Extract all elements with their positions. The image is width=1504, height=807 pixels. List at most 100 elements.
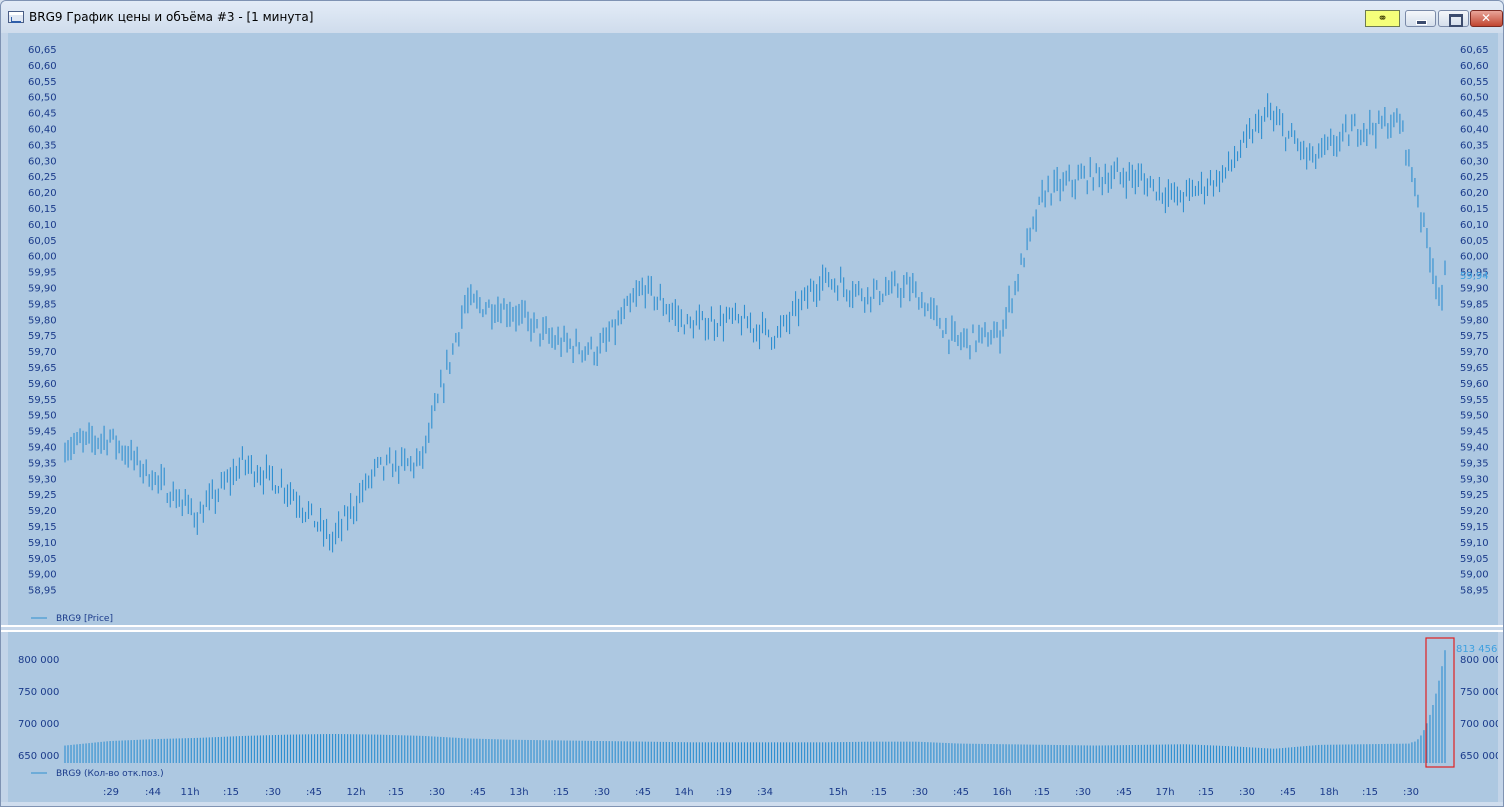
volume-tick-label-left: 700 000: [18, 719, 59, 730]
price-tick-label-left: 60,10: [28, 220, 57, 231]
time-axis-label: :45: [1280, 787, 1296, 798]
price-tick-label-left: 59,90: [28, 284, 57, 295]
price-tick-label-right: 59,60: [1460, 379, 1489, 390]
price-last-value: 59,94: [1460, 271, 1489, 282]
pane-splitter[interactable]: [1, 625, 1503, 632]
time-axis-label: :45: [635, 787, 651, 798]
price-tick-label-left: 59,00: [28, 570, 57, 581]
price-tick-label-right: 59,10: [1460, 538, 1489, 549]
time-axis-label: :29: [103, 787, 119, 798]
price-tick-label-left: 60,20: [28, 188, 57, 199]
price-tick-label-left: 59,10: [28, 538, 57, 549]
volume-tick-label-left: 650 000: [18, 751, 59, 762]
price-tick-label-right: 60,10: [1460, 220, 1489, 231]
price-tick-label-left: 59,75: [28, 331, 57, 342]
price-tick-label-left: 59,15: [28, 522, 57, 533]
time-axis-label: :15: [1362, 787, 1378, 798]
time-axis-label: 16h: [992, 787, 1011, 798]
chain-link-icon[interactable]: ⚭: [1365, 10, 1400, 27]
price-tick-label-right: 59,80: [1460, 315, 1489, 326]
price-tick-label-right: 59,55: [1460, 395, 1489, 406]
time-axis-label: :15: [388, 787, 404, 798]
time-axis-label: :15: [553, 787, 569, 798]
time-axis-label: :15: [223, 787, 239, 798]
price-tick-label-right: 59,35: [1460, 458, 1489, 469]
price-tick-label-right: 60,50: [1460, 93, 1489, 104]
price-tick-label-left: 59,45: [28, 427, 57, 438]
time-axis-label: 17h: [1155, 787, 1174, 798]
maximize-button[interactable]: [1438, 10, 1469, 27]
time-axis-label: :45: [953, 787, 969, 798]
time-axis-label: :30: [1403, 787, 1419, 798]
price-tick-label-right: 60,05: [1460, 236, 1489, 247]
volume-tick-label-left: 800 000: [18, 655, 59, 666]
price-tick-label-right: 59,75: [1460, 331, 1489, 342]
volume-tick-label-right: 650 000: [1460, 751, 1498, 762]
price-tick-label-right: 60,20: [1460, 188, 1489, 199]
price-tick-label-right: 59,50: [1460, 411, 1489, 422]
time-axis-label: :19: [716, 787, 732, 798]
time-axis-label: :15: [1198, 787, 1214, 798]
price-tick-label-right: 58,95: [1460, 586, 1489, 597]
time-axis-label: 13h: [509, 787, 528, 798]
price-tick-label-left: 59,05: [28, 554, 57, 565]
price-tick-label-right: 59,00: [1460, 570, 1489, 581]
price-tick-label-right: 59,30: [1460, 474, 1489, 485]
time-axis-label: :34: [757, 787, 773, 798]
time-axis-label: :15: [1034, 787, 1050, 798]
price-tick-label-right: 60,55: [1460, 77, 1489, 88]
price-tick-label-right: 60,40: [1460, 125, 1489, 136]
price-tick-label-left: 59,25: [28, 490, 57, 501]
price-tick-label-left: 59,95: [28, 268, 57, 279]
price-tick-label-left: 59,35: [28, 458, 57, 469]
price-tick-label-right: 59,90: [1460, 284, 1489, 295]
price-tick-label-right: 60,30: [1460, 156, 1489, 167]
volume-highlight-box: [1425, 637, 1455, 768]
price-tick-label-left: 60,60: [28, 61, 57, 72]
price-tick-label-left: 60,15: [28, 204, 57, 215]
price-tick-label-left: 59,40: [28, 443, 57, 454]
price-tick-label-left: 60,25: [28, 172, 57, 183]
price-tick-label-right: 60,65: [1460, 45, 1489, 56]
price-chart-pane[interactable]: 60,65 60,60 60,55 60,50 60,45 60,40 60,35 60,30…: [8, 33, 1498, 625]
title-bar[interactable]: BRG9 График цены и объёма #3 - [1 минута…: [1, 1, 1503, 33]
price-tick-label-right: 60,15: [1460, 204, 1489, 215]
time-axis: :29:44 11h:15:30:45 12h:15:30:45 13h:15:30:…: [8, 782, 1498, 802]
volume-tick-label-right: 750 000: [1460, 687, 1498, 698]
time-axis-label: 15h: [828, 787, 847, 798]
time-axis-label: :44: [145, 787, 161, 798]
price-tick-label-right: 60,45: [1460, 109, 1489, 120]
minimize-button[interactable]: [1405, 10, 1436, 27]
time-axis-label: :45: [1116, 787, 1132, 798]
price-tick-label-right: 59,25: [1460, 490, 1489, 501]
time-axis-label: :45: [306, 787, 322, 798]
price-chart[interactable]: 60,65 60,60 60,55 60,50 60,45 60,40 60,35 60,30…: [8, 33, 1498, 625]
price-tick-label-left: 59,80: [28, 315, 57, 326]
price-tick-label-left: 59,85: [28, 299, 57, 310]
price-tick-label-left: 58,95: [28, 586, 57, 597]
price-tick-label-left: 60,55: [28, 77, 57, 88]
volume-chart[interactable]: 800 000 750 000 700 000 650 000 800 000 750 …: [8, 632, 1501, 782]
time-axis-label: :15: [871, 787, 887, 798]
time-axis-label: 14h: [674, 787, 693, 798]
price-tick-label-right: 59,45: [1460, 427, 1489, 438]
price-tick-label-left: 59,20: [28, 506, 57, 517]
time-axis-label: :45: [470, 787, 486, 798]
volume-tick-label-left: 750 000: [18, 687, 59, 698]
close-button[interactable]: [1470, 10, 1503, 27]
price-tick-label-right: 59,40: [1460, 443, 1489, 454]
price-tick-label-left: 60,05: [28, 236, 57, 247]
price-tick-label-left: 60,50: [28, 93, 57, 104]
price-tick-label-left: 60,30: [28, 156, 57, 167]
price-tick-label-right: 59,95: [1460, 268, 1489, 279]
volume-chart-pane[interactable]: 800 000 750 000 700 000 650 000 800 000 750 …: [8, 632, 1501, 782]
price-tick-label-right: 59,65: [1460, 363, 1489, 374]
price-tick-label-left: 59,60: [28, 379, 57, 390]
price-tick-label-left: 59,55: [28, 395, 57, 406]
price-tick-label-left: 60,65: [28, 45, 57, 56]
time-axis-label: 18h: [1319, 787, 1338, 798]
price-tick-label-left: 59,50: [28, 411, 57, 422]
chart-window-icon: [8, 11, 24, 23]
price-tick-label-left: 60,00: [28, 252, 57, 263]
volume-last-value: 813 456: [1456, 644, 1497, 655]
